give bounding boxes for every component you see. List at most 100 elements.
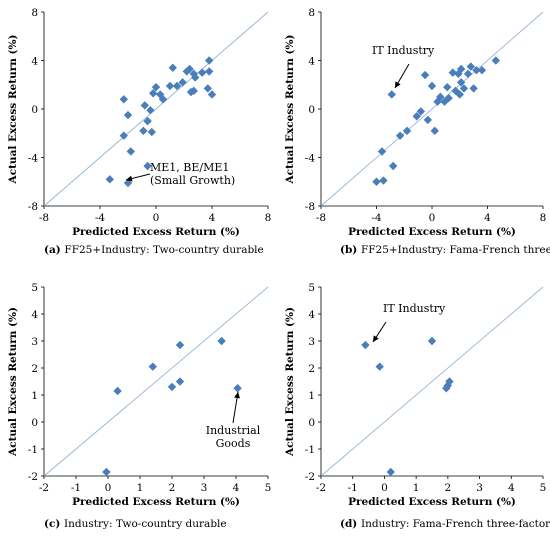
data-point [191,73,200,82]
y-tick-label: 1 [31,390,38,402]
data-point [175,377,185,386]
panel-caption: (a) FF25+Industry: Two-country durable [44,244,264,256]
x-tick-label: -8 [39,212,49,224]
x-tick-label: -1 [348,482,358,494]
y-tick-label: 0 [31,417,38,429]
data-point [167,382,177,392]
x-tick-label: 0 [429,212,436,224]
y-tick-label: 4 [31,309,38,321]
annotation-arrowhead [373,335,379,342]
x-tick-label: -2 [316,482,326,494]
y-tick-label: -2 [305,471,315,483]
y-tick-label: -1 [28,444,38,456]
x-tick-label: -4 [371,212,382,224]
reference-line-45 [43,286,269,477]
x-tick-label: 0 [153,212,160,224]
data-point [123,110,133,120]
data-point [148,362,157,371]
data-point [126,147,135,156]
data-point [388,161,398,171]
data-point [456,78,466,87]
data-point [105,175,114,184]
data-point [178,78,187,87]
panel-caption-label: (d) [340,518,361,530]
chart-panel-a: -8-8 -4 -4 0 0 4 4 8 8 Predicted Excess Return (%… [7,7,271,256]
data-point [443,82,452,92]
x-tick-label: 8 [540,212,547,224]
data-point [119,131,128,140]
data-point [140,101,149,110]
data-point [440,97,449,106]
data-point [375,362,384,371]
y-axis-title: Actual Excess Return (%) [284,307,296,457]
panel-caption-text: Industry: Fama-French three-factor [361,518,550,530]
data-point [420,70,430,80]
data-point [472,66,481,75]
data-point [205,67,214,76]
data-point [203,84,212,93]
annotation-arrowhead [234,392,241,399]
data-point [102,467,111,477]
y-tick-label: -4 [28,153,39,165]
y-tick-label: 5 [31,282,38,294]
x-tick-label: 1 [137,482,144,494]
x-tick-label: 5 [540,482,547,494]
data-point [377,147,387,156]
y-tick-label: 3 [308,336,315,348]
data-point [379,176,388,185]
data-point [207,90,217,99]
y-tick-label: -1 [305,444,315,456]
data-point [395,131,405,140]
annotation-arrowhead [126,175,133,182]
panel-caption: (d) Industry: Fama-French three-factor [340,518,550,530]
data-point [205,56,214,65]
x-tick-label: 2 [445,482,452,494]
data-point [147,127,156,137]
x-tick-label: 4 [233,482,240,494]
data-point [113,386,122,396]
data-point [217,336,226,346]
data-point [143,116,152,126]
panel-caption-label: (c) [44,518,64,530]
x-tick-label: -8 [316,212,326,224]
x-tick-label: 4 [484,212,491,224]
data-point [448,68,458,77]
data-point [445,377,454,386]
x-tick-label: 4 [508,482,515,494]
data-point [189,86,198,96]
data-point [233,384,242,393]
data-point [477,66,487,75]
x-tick-label: 2 [169,482,176,494]
data-point [412,112,421,121]
x-tick-label: 1 [413,482,420,494]
x-tick-label: 0 [105,482,112,494]
x-axis-title: Predicted Excess Return (%) [72,226,240,238]
data-point [165,81,175,91]
data-point [454,69,463,79]
reference-line-45 [320,11,544,207]
data-point [372,177,381,186]
data-point [387,90,396,99]
y-tick-label: -2 [28,471,38,483]
data-point [427,81,437,91]
annotation-label: (Small Growth) [150,174,235,187]
data-point [430,126,439,136]
data-point [139,126,148,136]
data-point [459,84,469,93]
data-point [402,126,412,136]
data-point [416,107,426,116]
x-tick-label: 5 [265,482,272,494]
data-point [172,81,182,91]
data-point [151,82,161,92]
y-axis-title: Actual Excess Return (%) [7,35,19,185]
x-tick-label: 3 [476,482,483,494]
data-point [463,69,473,79]
data-point [466,62,476,71]
y-tick-label: 8 [31,7,38,19]
y-tick-label: 0 [31,104,38,116]
x-tick-label: 8 [265,212,272,224]
panel-caption-text: FF25+Industry: Fama-French three-factor [361,244,550,256]
y-tick-label: -4 [305,153,316,165]
y-tick-label: 4 [31,56,38,68]
panel-caption-label: (b) [340,244,361,256]
